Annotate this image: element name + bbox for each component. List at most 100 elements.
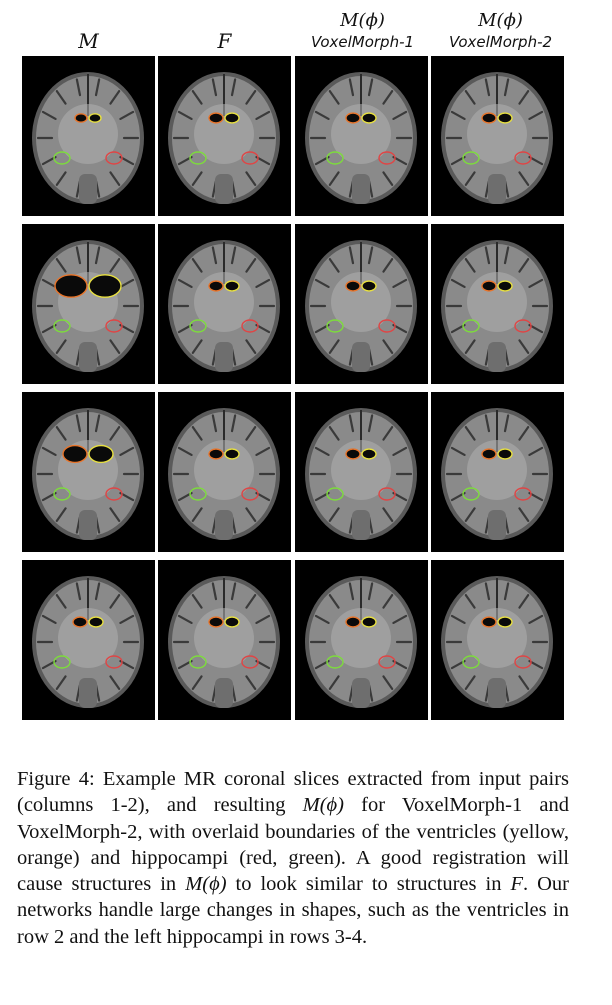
brain-slice-image — [32, 576, 144, 708]
brain-slice-image — [168, 576, 280, 708]
ventricle-right-boundary — [88, 274, 122, 298]
hippocampus-right-boundary — [241, 487, 259, 501]
ventricle-left-boundary — [208, 280, 224, 292]
ventricle-left-boundary — [208, 448, 224, 460]
hippocampus-left-boundary — [462, 151, 480, 165]
ventricle-right-boundary — [88, 616, 104, 628]
ventricle-left-boundary — [481, 448, 497, 460]
hippocampus-right-boundary — [378, 655, 396, 669]
brain-slice-image — [32, 408, 144, 540]
ventricle-left-boundary — [345, 280, 361, 292]
ventricle-right-boundary — [497, 448, 513, 460]
ventricle-left-boundary — [72, 616, 88, 628]
brain-slice-m-row-4 — [22, 560, 155, 720]
hippocampus-right-boundary — [378, 487, 396, 501]
brain-slice-f-row-1 — [158, 56, 291, 216]
brain-slice-voxelmorph-1-row-2 — [295, 224, 428, 384]
ventricle-right-boundary — [497, 112, 513, 124]
hippocampus-right-boundary — [105, 151, 123, 165]
caption-math: M(ϕ) — [302, 794, 344, 817]
hippocampus-left-boundary — [189, 151, 207, 165]
caption-math: F — [510, 873, 523, 896]
hippocampus-left-boundary — [326, 151, 344, 165]
brain-slice-voxelmorph-1-row-3 — [295, 392, 428, 552]
caption-math: M(ϕ) — [185, 873, 227, 896]
ventricle-right-boundary — [224, 616, 240, 628]
hippocampus-right-boundary — [105, 655, 123, 669]
hippocampus-right-boundary — [105, 319, 123, 333]
ventricle-right-boundary — [361, 112, 377, 124]
hippocampus-left-boundary — [462, 319, 480, 333]
hippocampus-left-boundary — [189, 655, 207, 669]
hippocampus-left-boundary — [462, 487, 480, 501]
column-header-voxelmorph-2: M(ϕ) VoxelMorph-2 — [428, 10, 573, 52]
caption-text: Example MR coronal slices extracted from… — [17, 768, 569, 817]
ventricle-left-boundary — [62, 444, 88, 464]
ventricle-left-boundary — [345, 448, 361, 460]
hippocampus-left-boundary — [53, 151, 71, 165]
column-header-sublabel: VoxelMorph-2 — [448, 33, 553, 51]
brain-slice-image — [305, 72, 417, 204]
brain-slice-image — [32, 240, 144, 372]
brain-slice-image — [32, 72, 144, 204]
brain-slice-voxelmorph-2-row-3 — [431, 392, 564, 552]
figure-grid — [22, 56, 564, 720]
column-header-voxelmorph-1: M(ϕ) VoxelMorph-1 — [290, 10, 435, 52]
column-header-sublabel: VoxelMorph-1 — [310, 33, 415, 51]
brain-slice-image — [441, 72, 553, 204]
brain-slice-f-row-4 — [158, 560, 291, 720]
column-header-f: F — [158, 30, 291, 52]
ventricle-right-boundary — [361, 616, 377, 628]
brain-slice-image — [168, 408, 280, 540]
ventricle-right-boundary — [224, 112, 240, 124]
ventricle-right-boundary — [88, 113, 102, 123]
hippocampus-right-boundary — [241, 151, 259, 165]
hippocampus-left-boundary — [189, 487, 207, 501]
ventricle-left-boundary — [481, 616, 497, 628]
brain-slice-image — [441, 408, 553, 540]
brain-slice-voxelmorph-2-row-4 — [431, 560, 564, 720]
column-header-m: M — [22, 30, 155, 52]
hippocampus-left-boundary — [53, 319, 71, 333]
brain-slice-voxelmorph-2-row-1 — [431, 56, 564, 216]
ventricle-left-boundary — [345, 616, 361, 628]
column-header-label: M — [78, 29, 99, 53]
hippocampus-left-boundary — [326, 655, 344, 669]
brain-slice-image — [305, 576, 417, 708]
brain-slice-image — [168, 240, 280, 372]
hippocampus-left-boundary — [462, 655, 480, 669]
hippocampus-left-boundary — [189, 319, 207, 333]
ventricle-right-boundary — [224, 448, 240, 460]
brain-slice-image — [441, 576, 553, 708]
hippocampus-left-boundary — [53, 655, 71, 669]
ventricle-left-boundary — [345, 112, 361, 124]
figure-label: Figure 4: — [17, 768, 95, 790]
ventricle-right-boundary — [361, 448, 377, 460]
hippocampus-right-boundary — [378, 151, 396, 165]
hippocampus-left-boundary — [326, 487, 344, 501]
ventricle-right-boundary — [88, 444, 114, 464]
ventricle-right-boundary — [361, 280, 377, 292]
brain-slice-image — [305, 240, 417, 372]
hippocampus-right-boundary — [105, 487, 123, 501]
brain-slice-voxelmorph-1-row-1 — [295, 56, 428, 216]
column-header-label: M(ϕ) — [340, 10, 385, 31]
ventricle-left-boundary — [74, 113, 88, 123]
brain-slice-image — [168, 72, 280, 204]
brain-slice-voxelmorph-2-row-2 — [431, 224, 564, 384]
hippocampus-right-boundary — [378, 319, 396, 333]
column-header-label: F — [217, 29, 232, 53]
ventricle-left-boundary — [208, 616, 224, 628]
brain-slice-voxelmorph-1-row-4 — [295, 560, 428, 720]
brain-slice-image — [441, 240, 553, 372]
hippocampus-right-boundary — [514, 655, 532, 669]
caption-text: for VoxelMorph-1 and VoxelMorph-2, with … — [17, 794, 569, 896]
hippocampus-left-boundary — [53, 487, 71, 501]
hippocampus-right-boundary — [514, 487, 532, 501]
hippocampus-right-boundary — [514, 319, 532, 333]
hippocampus-right-boundary — [241, 655, 259, 669]
brain-slice-m-row-3 — [22, 392, 155, 552]
brain-slice-image — [305, 408, 417, 540]
ventricle-left-boundary — [481, 280, 497, 292]
hippocampus-right-boundary — [241, 319, 259, 333]
